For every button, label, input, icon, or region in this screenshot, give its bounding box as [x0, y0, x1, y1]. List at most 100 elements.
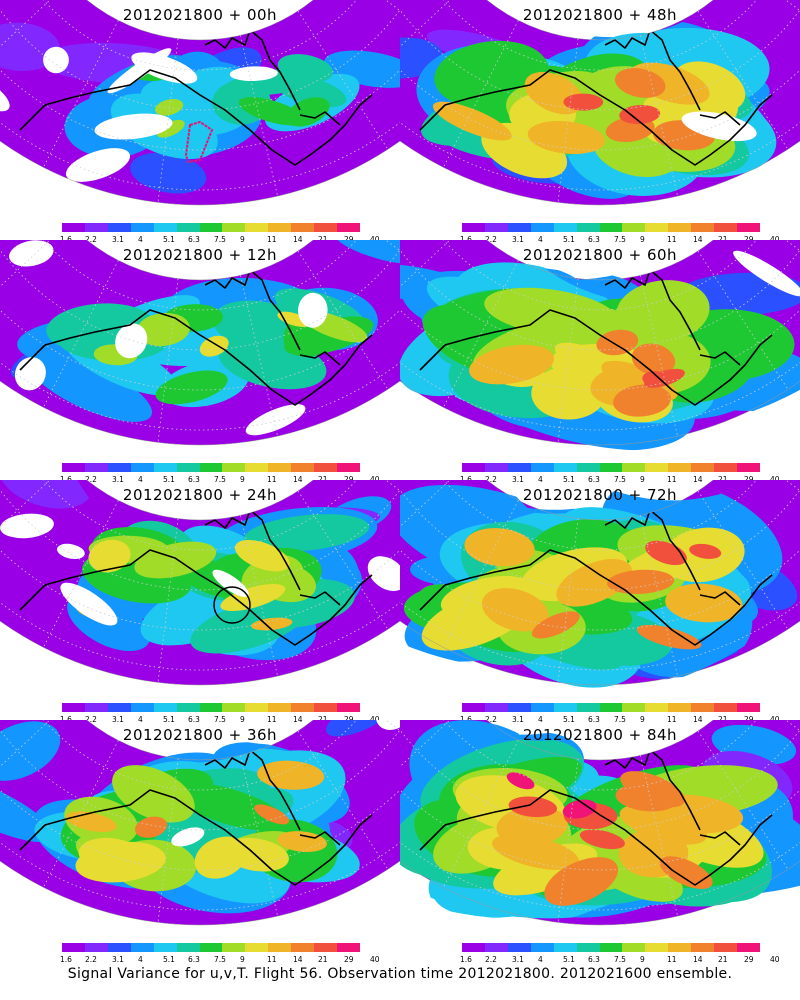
- colorbar-tick-label: 2.2: [85, 475, 97, 484]
- colorbar-tick-label: 4: [138, 955, 143, 964]
- variance-contour: [277, 831, 327, 853]
- no-data-region: [107, 48, 172, 94]
- colorbar-tick-label: 14: [693, 715, 703, 724]
- meridian-gridline: [0, 480, 69, 576]
- variance-contour: [257, 760, 325, 790]
- colorbar-tick-label: 14: [693, 475, 703, 484]
- variance-contour: [0, 22, 60, 71]
- polar-map: [0, 240, 400, 446]
- variance-contour: [481, 588, 549, 632]
- colorbar-tick-label: 2.2: [85, 955, 97, 964]
- colorbar-segment: [553, 463, 577, 472]
- colorbar-segment: [645, 703, 669, 712]
- colorbar-segment: [462, 463, 485, 472]
- meridian-gridline: [697, 250, 789, 390]
- colorbar-segment: [153, 223, 177, 232]
- no-data-region: [733, 250, 800, 297]
- colorbar-segment: [268, 223, 292, 232]
- colorbar: [462, 943, 760, 952]
- colorbar-segment: [691, 943, 715, 952]
- map-boundary: [0, 480, 400, 686]
- colorbar-tick-label: 3.1: [512, 715, 524, 724]
- colorbar-tick-label: 9: [240, 235, 245, 244]
- polar-map: [400, 720, 800, 928]
- colorbar-segment: [668, 943, 692, 952]
- variance-contour: [274, 75, 347, 108]
- colorbar-segment: [268, 703, 292, 712]
- meridian-gridline: [557, 38, 579, 203]
- colorbar-tick-label: 4: [538, 715, 543, 724]
- colorbar-segment: [130, 223, 154, 232]
- colorbar-segment: [576, 223, 600, 232]
- variance-contour: [689, 543, 722, 559]
- variance-contour: [199, 335, 229, 357]
- variance-contour: [644, 368, 685, 388]
- variance-contour: [469, 344, 554, 385]
- colorbar-segment: [62, 703, 85, 712]
- no-data-region: [65, 148, 131, 182]
- meridian-gridline: [400, 480, 469, 576]
- meridian-gridline: [43, 500, 119, 648]
- colorbar-tick-label: 2.2: [485, 475, 497, 484]
- latitude-gridline: [400, 480, 800, 591]
- colorbar: [462, 463, 760, 472]
- variance-contour: [190, 596, 310, 654]
- colorbar-segment: [530, 943, 554, 952]
- meridian-gridline: [400, 720, 469, 816]
- meridian-gridline: [443, 500, 519, 648]
- forecast-panel: 2012021800 + 36h 1.6 2.2 3.1 4 5.1 6.3 7.5 9 11 14…: [0, 720, 400, 964]
- colorbar-tick-label: 7.5: [614, 715, 626, 724]
- colorbar-segment: [737, 223, 760, 232]
- colorbar-tick-label: 5.1: [563, 715, 575, 724]
- forecast-panel: 2012021800 + 24h1.62.23.145.16.37.591114…: [0, 480, 400, 724]
- colorbar-tick-label: 9: [640, 235, 645, 244]
- map-boundary: [400, 240, 800, 446]
- latitude-gridline: [0, 240, 400, 391]
- latitude-gridline: [400, 240, 800, 391]
- colorbar-segment: [599, 703, 623, 712]
- colorbar-segment: [576, 703, 600, 712]
- colorbar-tick-label: 11: [267, 475, 277, 484]
- meridian-gridline: [43, 20, 119, 168]
- variance-contour: [531, 366, 607, 420]
- colorbar-segment: [576, 463, 600, 472]
- colorbar-segment: [622, 463, 646, 472]
- colorbar-segment: [645, 223, 669, 232]
- figure-caption: Signal Variance for u,v,T. Flight 56. Ob…: [67, 966, 733, 982]
- variance-contour: [659, 856, 713, 889]
- variance-contour: [0, 721, 61, 781]
- colorbar-segment: [668, 463, 692, 472]
- colorbar-segment: [645, 943, 669, 952]
- meridian-gridline: [240, 755, 278, 917]
- colorbar: [462, 223, 760, 232]
- latitude-gridline: [0, 240, 400, 351]
- colorbar-tick-label: 4: [538, 955, 543, 964]
- meridian-gridline: [240, 275, 278, 437]
- panel-title: 2012021800 + 60h: [522, 246, 678, 264]
- variance-contour: [244, 514, 370, 552]
- colorbar-segment: [314, 943, 338, 952]
- colorbar-segment: [314, 463, 338, 472]
- colorbar-tick-label: 14: [293, 235, 303, 244]
- colorbar: [62, 943, 360, 952]
- map-boundary: [400, 720, 800, 926]
- latitude-gridline: [414, 720, 786, 791]
- variance-contour: [607, 569, 675, 595]
- colorbar-tick-label: 4: [138, 475, 143, 484]
- no-data-region: [681, 111, 757, 142]
- latitude-gridline: [14, 480, 386, 551]
- colorbar-segment: [337, 463, 360, 472]
- colorbar-segment: [622, 223, 646, 232]
- colorbar-segment: [507, 943, 531, 952]
- colorbar-segment: [130, 943, 154, 952]
- latitude-gridline: [414, 0, 786, 71]
- colorbar-segment: [245, 703, 269, 712]
- colorbar-tick-label: 1.6: [460, 955, 472, 964]
- colorbar-tick-label: 6.3: [588, 475, 600, 484]
- colorbar-tick-label: 5.1: [163, 235, 175, 244]
- variance-contour: [220, 583, 286, 612]
- no-data-region: [297, 292, 328, 328]
- variance-contour: [173, 782, 287, 831]
- colorbar-segment: [107, 463, 131, 472]
- colorbar-tick-label: 7.5: [614, 475, 626, 484]
